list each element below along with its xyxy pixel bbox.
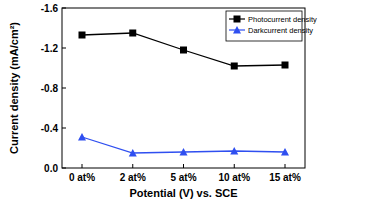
data-point [231,63,238,70]
chart-svg: 0.0 -0.4 -0.8 -1.2 -1.6 0 at% 2 at% 5 at% 10 at%… [0,0,379,203]
data-point [282,62,289,69]
legend: Photocurrent density Darkcurrent density [226,11,317,41]
y-tick-label: -1.6 [41,3,59,14]
y-tick [62,8,66,9]
y-tick-label: -0.4 [41,123,59,134]
x-axis-label: Potential (V) vs. SCE [129,187,237,199]
x-tick-label: 5 at% [170,172,196,183]
data-point [281,148,289,156]
x-tick [285,164,286,168]
x-tick [234,164,235,168]
y-tick [62,128,66,129]
plot-area [78,30,289,157]
x-tick-label: 15 at% [269,172,301,183]
chart: 0.0 -0.4 -0.8 -1.2 -1.6 0 at% 2 at% 5 at% 10 at%… [0,0,379,203]
legend-marker [234,16,241,23]
data-point [129,149,137,157]
data-point [180,47,187,54]
x-tick-label: 10 at% [218,172,250,183]
y-tick-label: -1.2 [41,43,59,54]
data-point [230,147,238,155]
data-point [129,30,136,37]
y-axis-label: Current density (mA/cm²) [8,22,20,154]
x-tick [82,164,83,168]
legend-marker [233,26,241,34]
y-tick-label: -0.8 [41,83,59,94]
data-point [78,133,86,141]
y-tick [62,48,66,49]
x-tick [132,164,133,168]
legend-label: Darkcurrent density [248,26,313,35]
x-tick-label: 0 at% [69,172,95,183]
legend-label: Photocurrent density [248,15,317,24]
y-tick [62,168,66,169]
data-point [180,148,188,156]
x-tick-label: 2 at% [120,172,146,183]
y-tick-label: 0.0 [44,163,58,174]
data-point [79,32,86,39]
x-tick [183,164,184,168]
y-tick [62,88,66,89]
